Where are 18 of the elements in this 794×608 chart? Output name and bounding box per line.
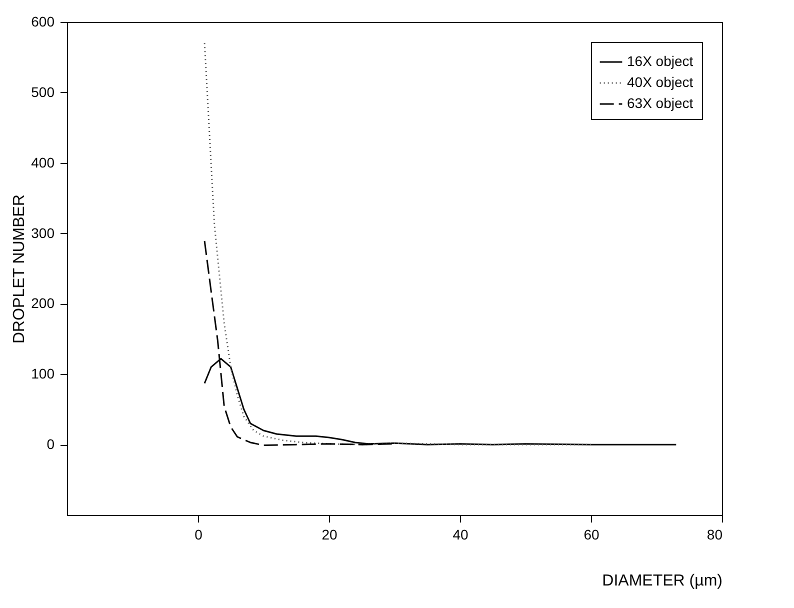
legend-label: 63X object <box>627 95 694 111</box>
x-tick-label: 80 <box>706 526 723 542</box>
y-tick-label: 600 <box>31 14 55 30</box>
x-tick-label: 60 <box>584 526 600 542</box>
legend-label: 40X object <box>627 74 694 90</box>
y-tick-label: 300 <box>31 224 55 241</box>
x-tick-label: 40 <box>452 526 468 542</box>
y-tick-label: 200 <box>31 295 55 312</box>
legend-label: 16X object <box>627 53 694 69</box>
y-tick-label: 400 <box>31 154 55 170</box>
y-tick-label: 0 <box>46 436 55 452</box>
y-axis-title: DROPLET NUMBER <box>11 194 28 344</box>
y-tick-label: 500 <box>31 84 55 100</box>
y-tick-label: 100 <box>31 366 55 382</box>
x-tick-label: 20 <box>322 526 338 542</box>
x-tick-label: 0 <box>194 526 203 542</box>
x-axis-title: DIAMETER (µm) <box>602 572 722 590</box>
line-series <box>204 42 592 446</box>
